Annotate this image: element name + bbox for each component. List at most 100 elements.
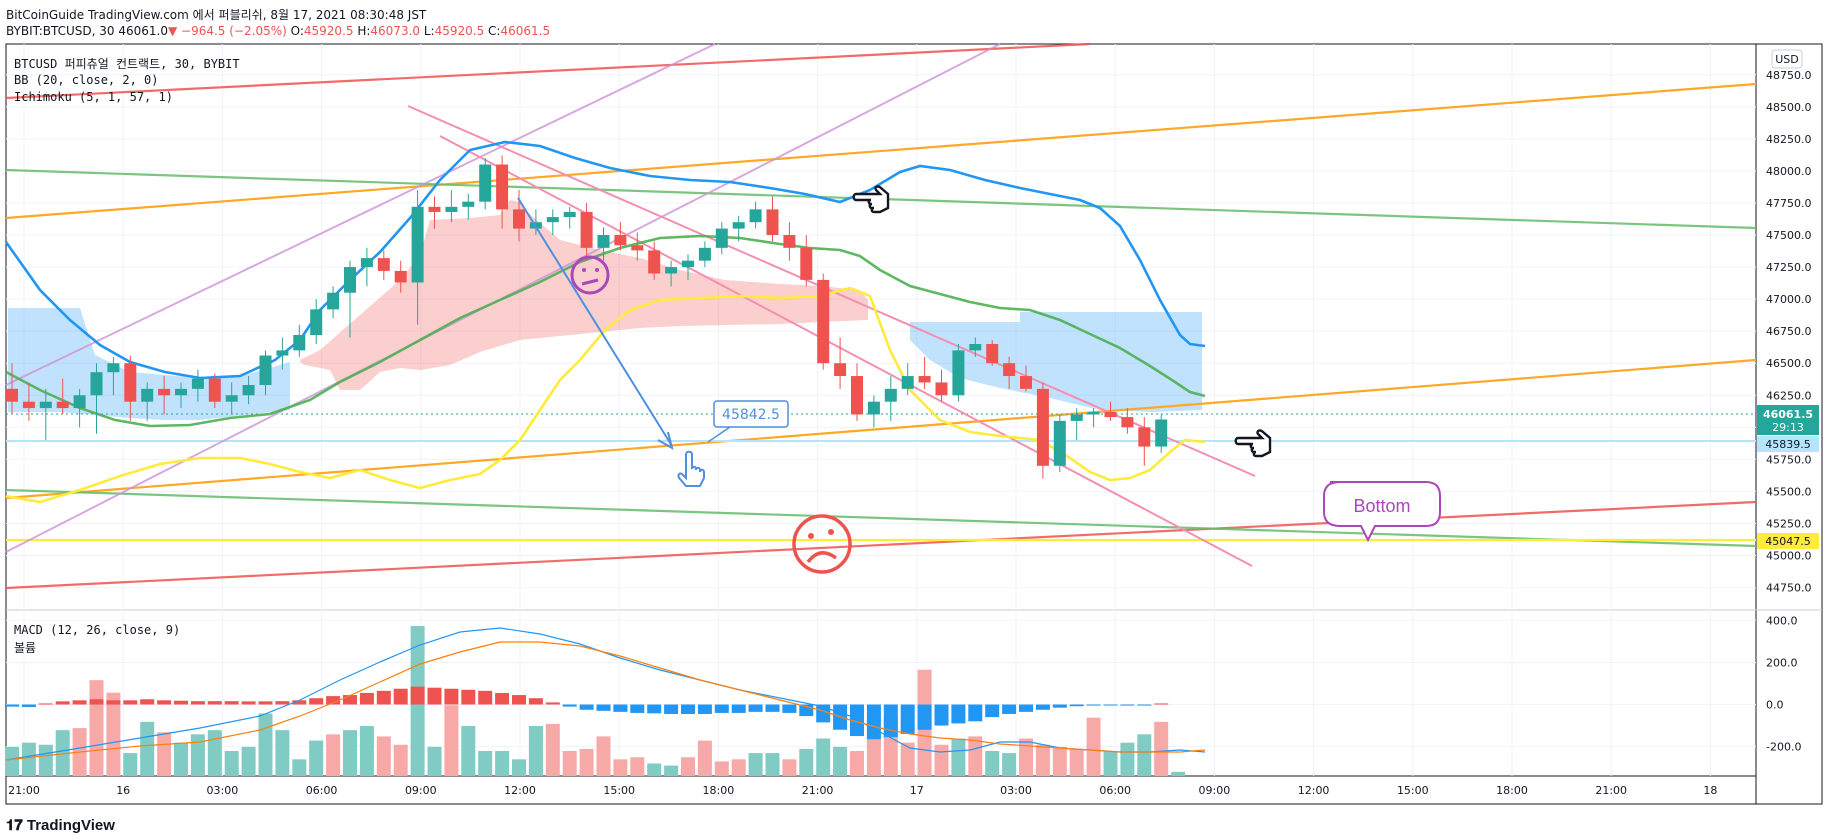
candle[interactable] — [191, 369, 204, 402]
candle[interactable] — [310, 299, 323, 344]
candle[interactable] — [208, 373, 221, 409]
candle[interactable] — [749, 201, 762, 229]
candle[interactable] — [766, 196, 779, 242]
candle[interactable] — [648, 241, 661, 280]
trendline-green-bottom[interactable] — [5, 488, 1757, 548]
candle[interactable] — [918, 356, 931, 389]
macd-histogram-bar — [174, 700, 188, 705]
candle[interactable] — [259, 350, 272, 396]
candle[interactable] — [682, 254, 694, 280]
candle[interactable] — [496, 155, 509, 229]
volume-bar — [1035, 744, 1050, 776]
candle[interactable] — [1138, 417, 1151, 466]
candle[interactable] — [293, 324, 306, 357]
candle[interactable] — [631, 232, 644, 261]
legend-bb[interactable]: BB (20, close, 2, 0) — [14, 73, 159, 87]
candle[interactable] — [901, 363, 914, 396]
candle[interactable] — [242, 376, 255, 405]
candle[interactable] — [597, 227, 610, 261]
candle[interactable] — [73, 388, 86, 428]
tradingview-logo[interactable]: 𝟏𝟕 TradingView — [6, 817, 115, 834]
candle[interactable] — [732, 215, 745, 242]
candle[interactable] — [327, 286, 340, 319]
candle[interactable] — [1155, 414, 1168, 453]
trendline-red-bottom[interactable] — [5, 500, 1757, 590]
price-tick-label: 48500.0 — [1766, 101, 1812, 114]
candle[interactable] — [344, 260, 356, 338]
candle[interactable] — [1104, 401, 1117, 421]
candle[interactable] — [225, 382, 238, 415]
candle[interactable] — [158, 376, 171, 415]
legend-ichimoku[interactable]: Ichimoku (5, 1, 57, 1) — [14, 90, 173, 104]
candle[interactable] — [546, 209, 559, 236]
currency-badge[interactable] — [1771, 49, 1803, 69]
pointing-hand-black-icon[interactable] — [852, 185, 890, 214]
candle[interactable] — [1053, 414, 1066, 473]
candle[interactable] — [1121, 408, 1134, 434]
macd-histogram-bar — [664, 704, 679, 714]
candle[interactable] — [107, 356, 120, 396]
candle[interactable] — [986, 340, 999, 366]
candle[interactable] — [377, 250, 390, 280]
bottom-callout[interactable] — [1323, 481, 1441, 543]
candle[interactable] — [22, 382, 35, 421]
candle[interactable] — [6, 363, 18, 415]
candle[interactable] — [884, 376, 897, 421]
candle[interactable] — [1020, 365, 1032, 392]
candle[interactable] — [360, 247, 373, 287]
candle[interactable] — [1036, 382, 1049, 479]
candle[interactable] — [90, 363, 103, 434]
candle[interactable] — [580, 202, 593, 261]
change-value: −964.5 (−2.05%) — [181, 24, 287, 38]
candle[interactable] — [276, 337, 289, 370]
legend-symbol[interactable]: BTCUSD 퍼피츄얼 컨트랙트, 30, BYBIT — [14, 57, 240, 71]
candle[interactable] — [851, 363, 863, 421]
candle[interactable] — [445, 190, 458, 223]
candle[interactable] — [428, 196, 441, 229]
candle[interactable] — [124, 355, 137, 421]
candle[interactable] — [394, 260, 407, 293]
candle[interactable] — [175, 382, 187, 409]
candle[interactable] — [39, 388, 52, 441]
candle[interactable] — [783, 222, 796, 261]
candle[interactable] — [462, 193, 475, 220]
trendline-red-top[interactable] — [5, 42, 1091, 100]
macd-histogram-bar — [376, 690, 391, 705]
candle[interactable] — [969, 337, 982, 357]
candle[interactable] — [411, 190, 424, 325]
arrow-line-blue[interactable] — [517, 197, 673, 447]
trendline-orange-top[interactable] — [5, 82, 1757, 220]
legend-volume[interactable]: 볼륨 — [14, 641, 37, 655]
candle[interactable] — [1087, 408, 1100, 428]
candle[interactable] — [800, 235, 813, 287]
candle[interactable] — [141, 382, 154, 421]
pointing-hand-black-right-icon[interactable] — [1234, 429, 1272, 458]
trendline-orange-bottom[interactable] — [5, 358, 1757, 500]
candle[interactable] — [834, 337, 847, 389]
macd-histogram-bar — [89, 699, 104, 705]
candle[interactable] — [479, 158, 492, 210]
candle[interactable] — [952, 343, 965, 402]
macd-signal-line — [5, 641, 1206, 761]
candle[interactable] — [867, 395, 880, 428]
candle[interactable] — [715, 222, 728, 255]
pointing-hand-icon[interactable] — [677, 450, 705, 487]
channel-pink-lower[interactable] — [439, 135, 1253, 567]
candle[interactable] — [56, 378, 69, 415]
volume-bar — [850, 751, 864, 776]
legend-macd[interactable]: MACD (12, 26, close, 9) — [14, 623, 181, 637]
channel-purple-upper[interactable] — [5, 43, 716, 386]
volume-bar — [207, 730, 222, 776]
candle[interactable] — [935, 369, 948, 402]
macd-tick-label: -200.0 — [1766, 741, 1801, 754]
price-callout-box[interactable] — [713, 400, 789, 428]
candle[interactable] — [817, 273, 830, 370]
candle[interactable] — [563, 206, 576, 229]
candle[interactable] — [614, 222, 627, 251]
candle[interactable] — [1003, 356, 1016, 389]
candle[interactable] — [665, 260, 678, 287]
candle[interactable] — [698, 241, 711, 268]
candle[interactable] — [1070, 408, 1083, 441]
price-tick-label: 47250.0 — [1766, 261, 1812, 274]
